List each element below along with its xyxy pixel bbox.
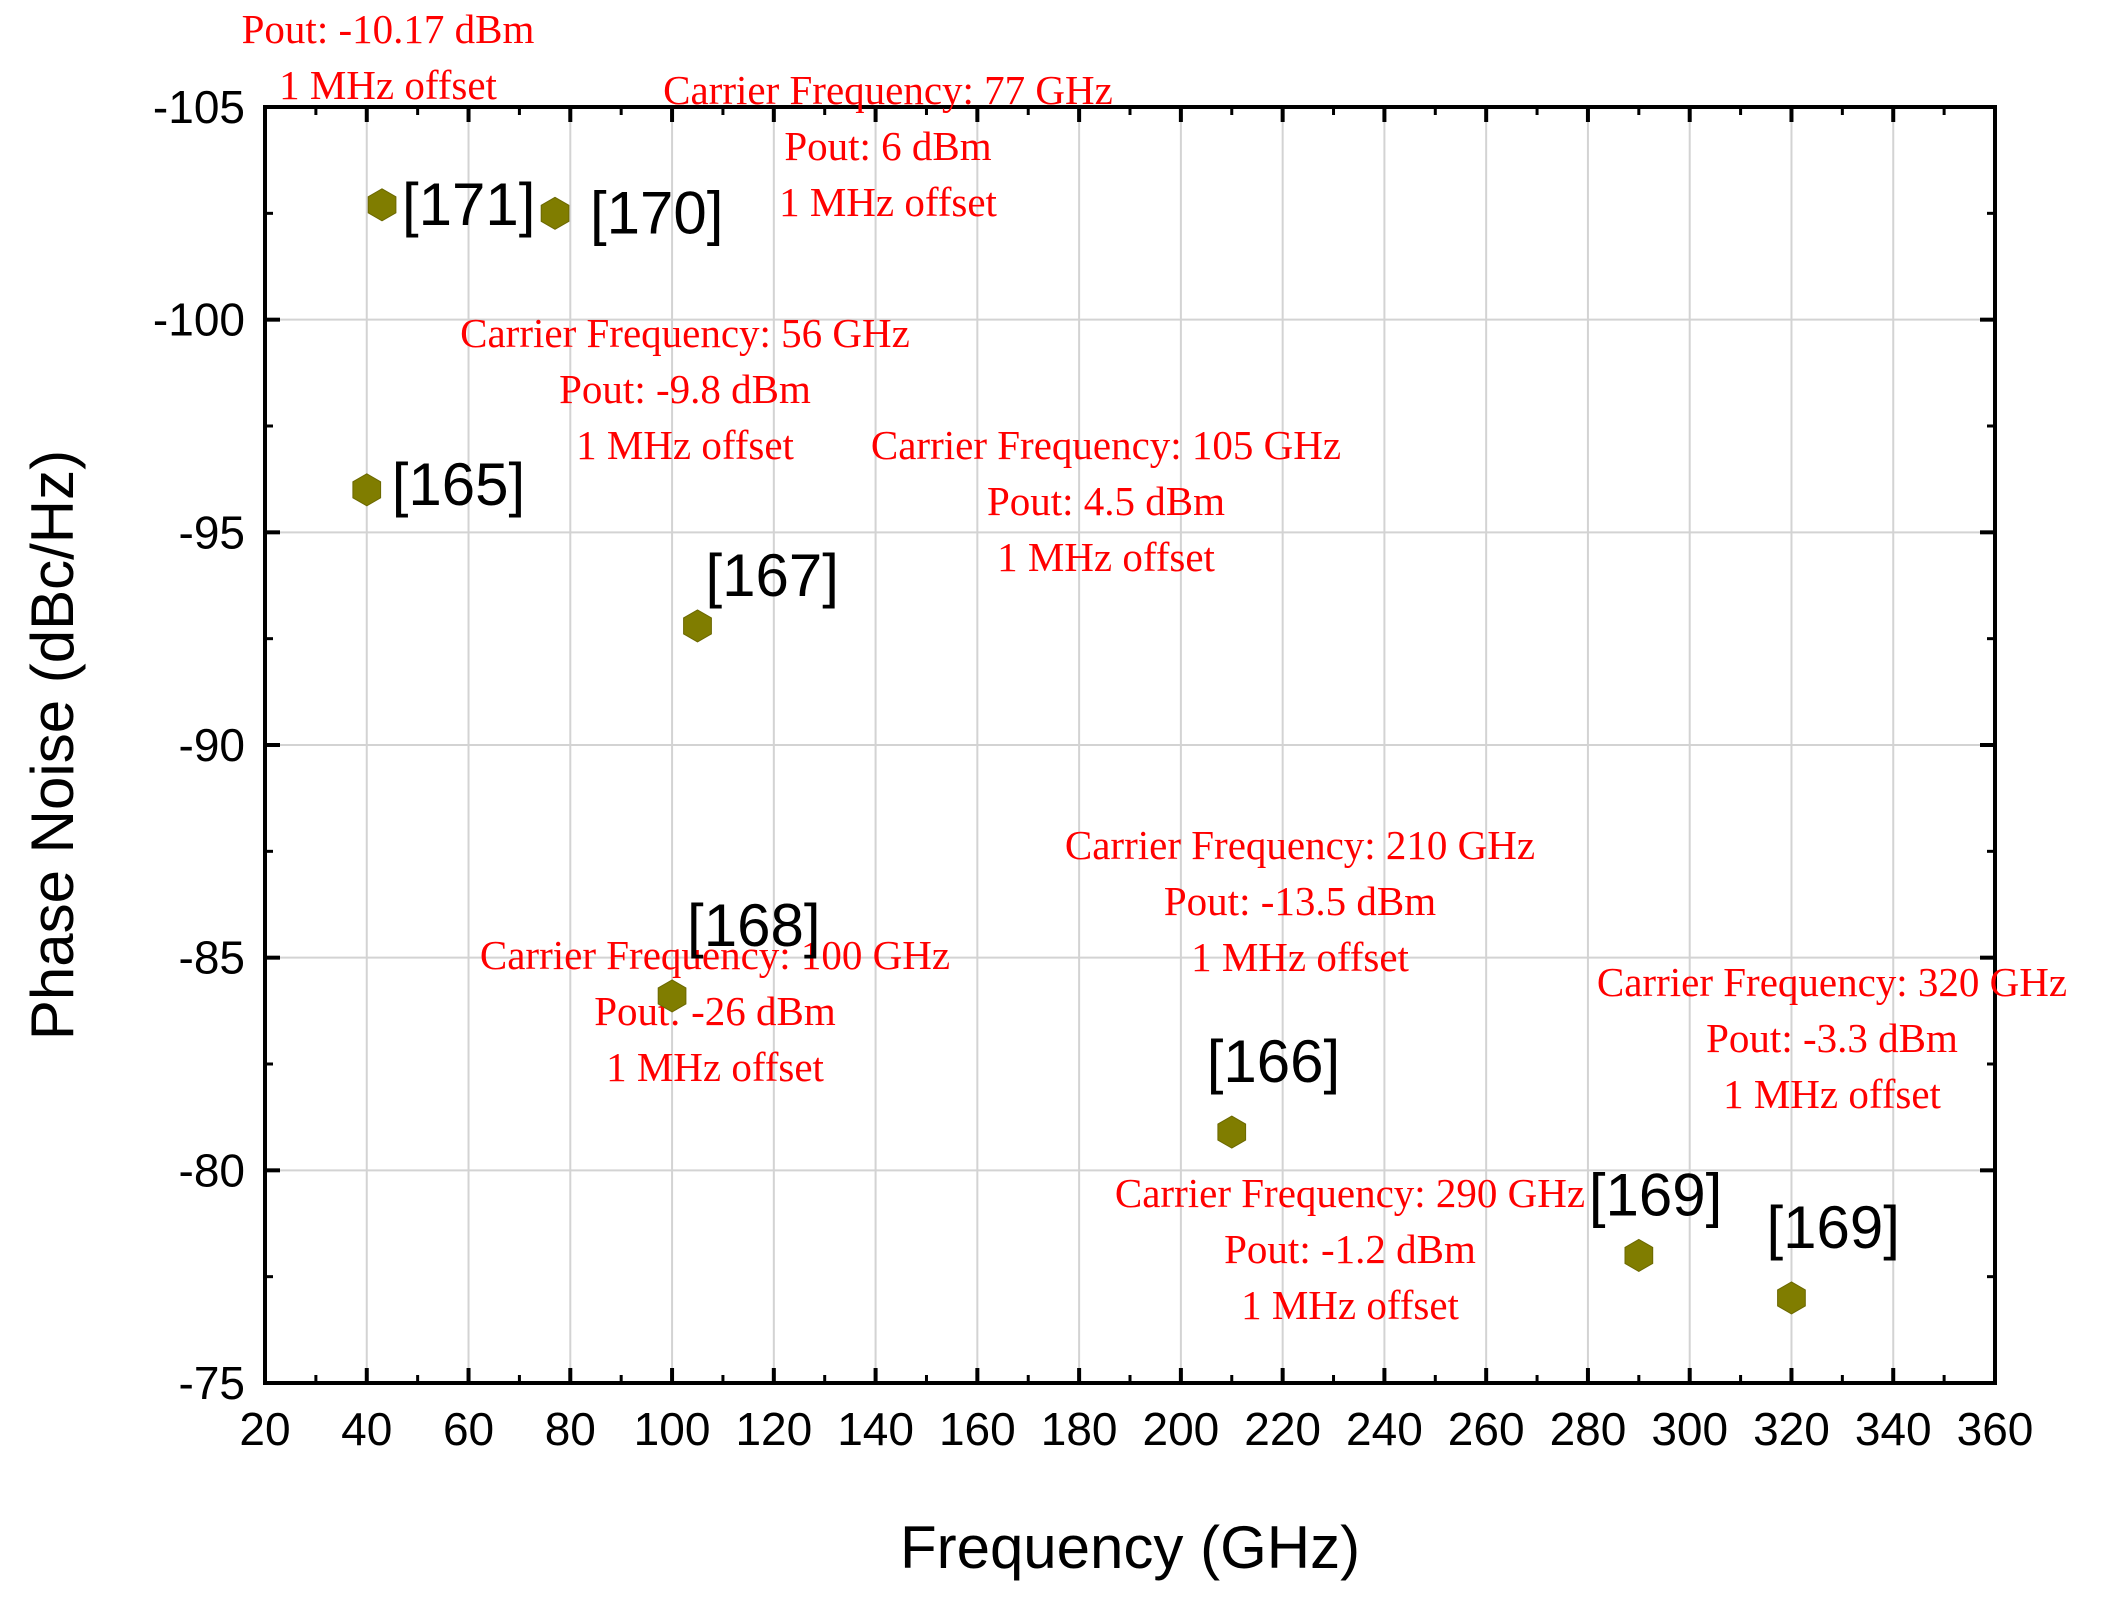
- annotation-block: Carrier Frequency: 320 GHz Pout: -3.3 dBm…: [1597, 959, 2067, 1117]
- data-point: [367, 188, 397, 222]
- x-tick-label: 260: [1448, 1403, 1525, 1455]
- annotation-line: Carrier Frequency: 290 GHz: [1115, 1170, 1585, 1216]
- y-tick-label: -80: [179, 1144, 245, 1196]
- y-tick-label: -85: [179, 932, 245, 984]
- y-tick-label: -100: [153, 294, 245, 346]
- x-tick-label: 20: [239, 1403, 290, 1455]
- data-points: [352, 188, 1806, 1315]
- reference-label: [169]: [1766, 1194, 1899, 1261]
- annotation-line: 1 MHz offset: [279, 62, 497, 108]
- x-tick-label: 180: [1041, 1403, 1118, 1455]
- annotation-line: 1 MHz offset: [1241, 1282, 1459, 1328]
- x-tick-label: 140: [837, 1403, 914, 1455]
- x-tick-labels: 20 40 60 80 100 120 140 160 180 200 220 240 260 280 30…: [239, 1403, 2033, 1455]
- x-tick-label: 40: [341, 1403, 392, 1455]
- annotation-line: Pout: 6 dBm: [784, 123, 991, 169]
- reference-label: [170]: [590, 179, 723, 246]
- reference-label: [171]: [402, 171, 535, 238]
- y-tick-label: -75: [179, 1357, 245, 1409]
- annotation-line: 1 MHz offset: [779, 179, 997, 225]
- y-tick-label: -105: [153, 81, 245, 133]
- y-tick-label: -95: [179, 506, 245, 558]
- annotation-line: Pout: 4.5 dBm: [987, 478, 1225, 524]
- annotation-line: Pout: -26 dBm: [594, 988, 836, 1034]
- annotation-block: Carrier Frequency: 100 GHz Pout: -26 dBm 1…: [480, 932, 950, 1090]
- annotation-line: Carrier Frequency: 77 GHz: [663, 67, 1113, 113]
- x-tick-label: 220: [1244, 1403, 1321, 1455]
- x-tick-label: 240: [1346, 1403, 1423, 1455]
- x-tick-label: 340: [1855, 1403, 1932, 1455]
- reference-label: [167]: [706, 542, 839, 609]
- data-point: [683, 609, 712, 643]
- x-axis-title: Frequency (GHz): [900, 1514, 1360, 1581]
- grid: [265, 107, 1995, 1383]
- plot-frame: [263, 105, 1997, 1385]
- x-tick-label: 320: [1753, 1403, 1830, 1455]
- reference-label: [168]: [687, 892, 820, 959]
- annotation-block: Carrier Frequency: 105 GHz Pout: 4.5 dBm 1…: [871, 422, 1341, 580]
- x-tick-label: 80: [545, 1403, 596, 1455]
- y-axis-title: Phase Noise (dBc/Hz): [19, 450, 86, 1040]
- annotation-block: Carrier Frequency: 290 GHz Pout: -1.2 dBm…: [1115, 1170, 1585, 1328]
- annotation-line: Carrier Frequency: 56 GHz: [460, 310, 910, 356]
- x-tick-label: 280: [1550, 1403, 1627, 1455]
- data-point: [657, 979, 687, 1013]
- annotation-block: Carrier Frequency: 77 GHz Pout: 6 dBm 1 MH…: [663, 67, 1113, 225]
- reference-label: [165]: [392, 451, 525, 518]
- x-tick-label: 300: [1651, 1403, 1728, 1455]
- reference-label: [166]: [1207, 1028, 1340, 1095]
- annotation-line: Pout: -9.8 dBm: [559, 366, 811, 412]
- x-tick-label: 100: [634, 1403, 711, 1455]
- annotation-line: Pout: -3.3 dBm: [1706, 1015, 1958, 1061]
- x-tick-label: 60: [443, 1403, 494, 1455]
- annotation-line: Carrier Frequency: 105 GHz: [871, 422, 1341, 468]
- annotation-line: 1 MHz offset: [606, 1044, 824, 1090]
- y-tick-label: -90: [179, 719, 245, 771]
- annotation-line: Carrier Frequency: 210 GHz: [1065, 822, 1535, 868]
- x-tick-label: 120: [735, 1403, 812, 1455]
- annotation-line: 1 MHz offset: [997, 534, 1215, 580]
- data-point: [1777, 1281, 1806, 1315]
- reference-labels: [171] [170] [165] [167] [168] [166] [169] [169]: [392, 171, 1900, 1261]
- annotation-line: Carrier Frequency: 100 GHz: [480, 932, 950, 978]
- annotation-line: Pout: -1.2 dBm: [1224, 1226, 1476, 1272]
- data-point: [1624, 1238, 1654, 1272]
- annotation-line: Pout: -13.5 dBm: [1164, 878, 1436, 924]
- data-point: [1217, 1115, 1247, 1149]
- x-tick-label: 160: [939, 1403, 1016, 1455]
- reference-label: [169]: [1589, 1161, 1722, 1228]
- annotation-line: 1 MHz offset: [1191, 934, 1409, 980]
- annotation-line: Pout: -10.17 dBm: [242, 6, 535, 52]
- annotation-line: Carrier Frequency: 320 GHz: [1597, 959, 2067, 1005]
- x-tick-label: 200: [1143, 1403, 1220, 1455]
- annotation-line: 1 MHz offset: [576, 422, 794, 468]
- x-tick-label: 360: [1957, 1403, 2034, 1455]
- annotation-line: 1 MHz offset: [1723, 1071, 1941, 1117]
- y-tick-labels: -105 -100 -95 -90 -85 -80 -75: [153, 81, 245, 1409]
- annotation-block: Carrier Frequency: 210 GHz Pout: -13.5 dB…: [1065, 822, 1535, 980]
- data-point: [352, 473, 382, 507]
- annotation-block: Carrier Frequency: 56 GHz Pout: -9.8 dBm 1…: [460, 310, 910, 468]
- data-point: [540, 196, 570, 230]
